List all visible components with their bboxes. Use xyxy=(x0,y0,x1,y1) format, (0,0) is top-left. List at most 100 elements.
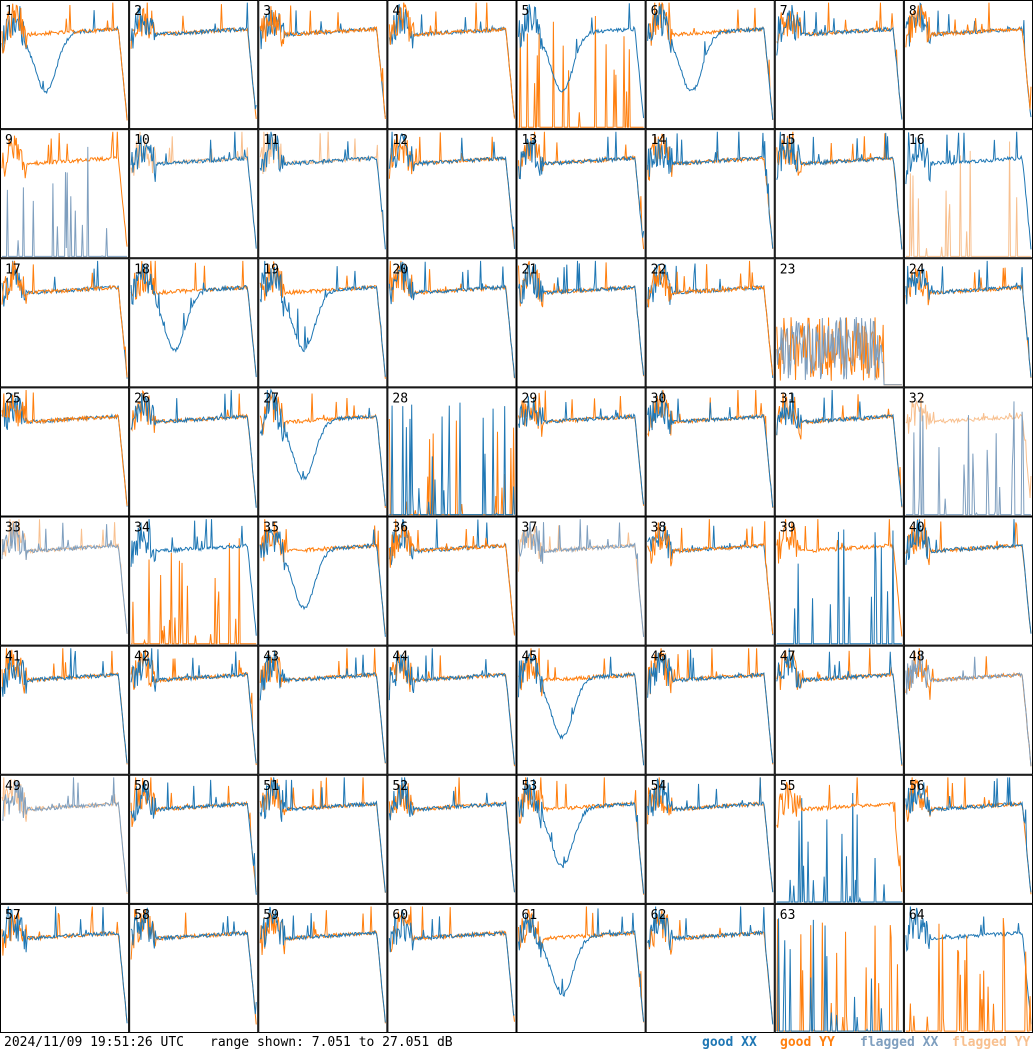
series-xx-panel-53 xyxy=(518,777,645,894)
panel-45: 45 xyxy=(516,645,646,775)
series-xx-panel-46 xyxy=(647,649,774,764)
panel-label: 62 xyxy=(651,908,667,923)
series-yy-panel-38 xyxy=(647,519,774,635)
series-xx-panel-2 xyxy=(130,2,257,110)
series-xx-panel-13 xyxy=(518,131,645,238)
panel-label: 39 xyxy=(780,521,796,536)
panel-label: 8 xyxy=(909,4,917,19)
panel-28: 28 xyxy=(387,387,517,517)
panel-label: 19 xyxy=(263,262,279,277)
series-xx-panel-34 xyxy=(130,519,257,636)
series-xx-panel-29 xyxy=(518,396,645,505)
panel-label: 33 xyxy=(5,521,21,536)
series-xx-panel-41 xyxy=(1,648,128,764)
panel-label: 18 xyxy=(134,262,150,277)
series-xx-panel-11 xyxy=(259,131,386,250)
legend-good-xx: good XX xyxy=(702,1035,757,1050)
panel-39: 39 xyxy=(774,516,904,646)
panel-54: 54 xyxy=(645,774,775,904)
panel-7: 7 xyxy=(774,0,904,130)
panel-12: 12 xyxy=(387,129,517,259)
series-xx-panel-10 xyxy=(130,131,257,249)
panel-frame xyxy=(903,258,1033,388)
series-xx-panel-50 xyxy=(130,779,257,895)
panel-label: 4 xyxy=(392,4,400,19)
panel-48: 48 xyxy=(903,645,1033,775)
panel-frame xyxy=(387,903,517,1034)
panel-57: 57 xyxy=(0,903,130,1034)
panel-44: 44 xyxy=(387,645,517,775)
panel-label: 5 xyxy=(522,4,530,19)
panel-56: 56 xyxy=(903,774,1033,904)
series-xx-panel-45 xyxy=(518,652,645,766)
panel-42: 42 xyxy=(129,645,259,775)
series-xx-panel-21 xyxy=(518,260,645,376)
panel-label: 31 xyxy=(780,391,796,406)
series-yy-panel-9 xyxy=(1,131,128,247)
series-yy-panel-5 xyxy=(518,15,644,128)
panel-4: 4 xyxy=(387,0,517,130)
panel-49: 49 xyxy=(0,774,130,904)
panel-label: 10 xyxy=(134,133,150,148)
series-yy-panel-55 xyxy=(776,777,903,893)
panel-22: 22 xyxy=(645,258,775,388)
panel-label: 44 xyxy=(392,650,408,665)
panel-frame xyxy=(903,645,1033,775)
panel-24: 24 xyxy=(903,258,1033,388)
panel-frame xyxy=(774,903,904,1034)
panel-14: 14 xyxy=(645,129,775,259)
panel-frame xyxy=(516,903,646,1034)
series-xx-panel-19 xyxy=(259,260,386,377)
series-xx-panel-43 xyxy=(259,651,386,764)
panel-9: 9 xyxy=(0,129,130,259)
series-xx-panel-64 xyxy=(905,906,1032,1025)
panel-63: 63 xyxy=(774,903,904,1034)
panel-label: 46 xyxy=(651,650,667,665)
series-xx-panel-31 xyxy=(776,389,903,507)
panel-58: 58 xyxy=(129,903,259,1034)
panel-label: 49 xyxy=(5,779,21,794)
panel-label: 22 xyxy=(651,262,667,277)
series-xx-panel-6 xyxy=(647,4,774,120)
panel-label: 35 xyxy=(263,521,279,536)
panel-20: 20 xyxy=(387,258,517,388)
panel-1: 1 xyxy=(0,0,130,130)
panel-label: 15 xyxy=(780,133,796,148)
panel-label: 28 xyxy=(392,391,408,406)
panel-frame xyxy=(645,258,775,388)
panel-frame xyxy=(129,0,259,130)
series-xx-panel-47 xyxy=(776,648,903,765)
series-xx-panel-63 xyxy=(776,918,902,1032)
series-xx-panel-33 xyxy=(1,520,128,634)
panel-label: 17 xyxy=(5,262,21,277)
panel-frame xyxy=(903,774,1033,904)
series-xx-panel-55 xyxy=(776,793,902,903)
panel-36: 36 xyxy=(387,516,517,646)
range-label: range shown: 7.051 to 27.051 dB xyxy=(210,1035,453,1050)
panel-label: 45 xyxy=(522,650,538,665)
panel-label: 37 xyxy=(522,521,538,536)
panel-26: 26 xyxy=(129,387,259,517)
panel-2: 2 xyxy=(129,0,259,130)
series-yy-panel-4 xyxy=(388,2,515,119)
panel-frame xyxy=(129,129,259,259)
series-xx-panel-35 xyxy=(259,526,386,637)
series-yy-panel-64 xyxy=(905,917,1032,1032)
panel-60: 60 xyxy=(387,903,517,1034)
series-xx-panel-16 xyxy=(905,131,1032,250)
series-xx-panel-9 xyxy=(2,146,128,257)
panel-label: 7 xyxy=(780,4,788,19)
series-yy-panel-3 xyxy=(259,5,386,119)
panel-29: 29 xyxy=(516,387,646,517)
series-xx-panel-20 xyxy=(388,260,515,378)
series-yy-panel-8 xyxy=(905,2,1032,110)
panel-frame xyxy=(387,258,517,388)
panel-label: 1 xyxy=(5,4,13,19)
panel-frame xyxy=(387,645,517,775)
series-xx-panel-59 xyxy=(259,906,386,1023)
panel-frame xyxy=(0,258,130,388)
series-xx-panel-39 xyxy=(776,529,902,645)
panel-23: 23 xyxy=(774,258,904,388)
